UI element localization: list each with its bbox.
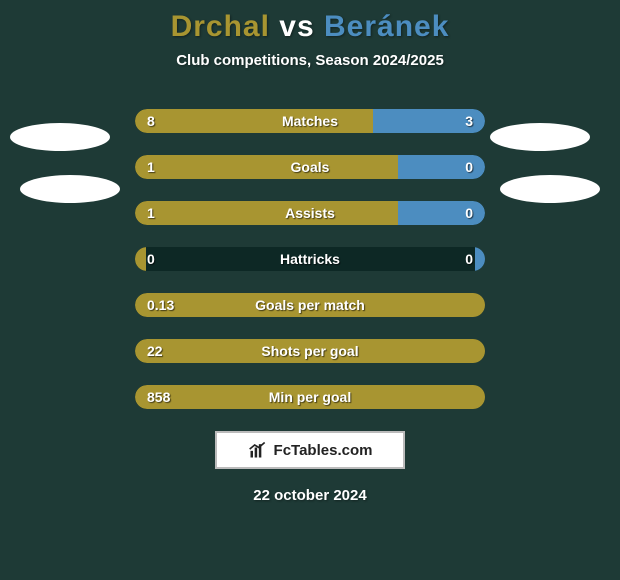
badge-text: FcTables.com: [274, 442, 373, 459]
decorative-ellipse: [10, 123, 110, 151]
stat-label: Min per goal: [135, 385, 485, 409]
subtitle: Club competitions, Season 2024/2025: [0, 52, 620, 69]
stats-container: 8Matches31Goals01Assists00Hattricks00.13…: [135, 109, 485, 409]
vs-text: vs: [279, 10, 314, 43]
source-badge[interactable]: FcTables.com: [215, 431, 405, 469]
stat-label: Shots per goal: [135, 339, 485, 363]
page-title: Drchal vs Beránek: [0, 0, 620, 44]
decorative-ellipse: [20, 175, 120, 203]
decorative-ellipse: [500, 175, 600, 203]
stat-value-right: 0: [465, 201, 473, 225]
stat-row: 22Shots per goal: [135, 339, 485, 363]
stat-label: Hattricks: [135, 247, 485, 271]
stat-value-right: 0: [465, 247, 473, 271]
stat-row: 0Hattricks0: [135, 247, 485, 271]
stat-value-right: 0: [465, 155, 473, 179]
chart-icon: [248, 440, 268, 460]
date-text: 22 october 2024: [0, 487, 620, 504]
stat-label: Matches: [135, 109, 485, 133]
stat-label: Goals: [135, 155, 485, 179]
stat-row: 0.13Goals per match: [135, 293, 485, 317]
stat-row: 1Goals0: [135, 155, 485, 179]
stat-label: Goals per match: [135, 293, 485, 317]
player1-name: Drchal: [171, 10, 270, 43]
stat-label: Assists: [135, 201, 485, 225]
stat-row: 8Matches3: [135, 109, 485, 133]
stat-row: 858Min per goal: [135, 385, 485, 409]
stat-value-right: 3: [465, 109, 473, 133]
player2-name: Beránek: [324, 10, 449, 43]
stat-row: 1Assists0: [135, 201, 485, 225]
decorative-ellipse: [490, 123, 590, 151]
